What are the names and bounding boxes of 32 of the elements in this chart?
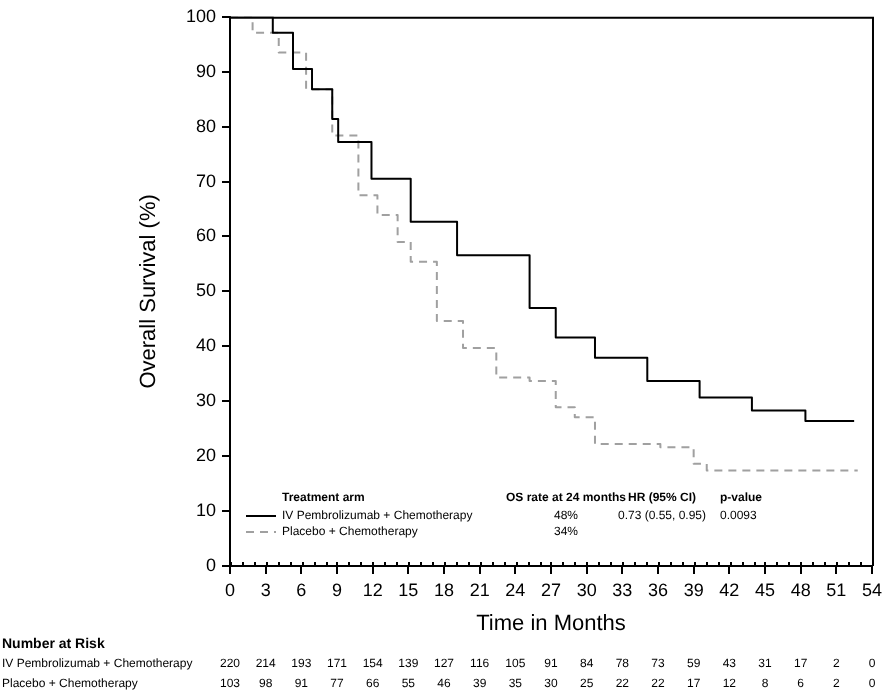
- y-tick-label: 20: [195, 445, 216, 466]
- x-tick-label: 42: [719, 579, 740, 600]
- y-axis-title: Overall Survival (%): [137, 194, 162, 389]
- x-tick-label: 36: [647, 579, 669, 600]
- x-tick-label: 39: [683, 579, 704, 600]
- y-tick-label: 70: [195, 170, 216, 191]
- x-tick-label: 33: [612, 579, 633, 600]
- y-tick-label: 80: [195, 115, 216, 136]
- y-tick-label: 60: [195, 225, 216, 246]
- y-tick-label: 100: [185, 5, 216, 26]
- x-tick-label: 18: [433, 579, 455, 600]
- x-tick-label: 45: [754, 579, 776, 600]
- x-tick-label: 0: [224, 579, 236, 600]
- y-tick-label: 90: [195, 60, 216, 81]
- x-tick-label: 24: [505, 579, 526, 600]
- x-tick-label: 54: [861, 579, 882, 600]
- x-tick-label: 27: [540, 579, 562, 600]
- x-tick-label: 9: [331, 579, 343, 600]
- x-tick-label: 21: [469, 579, 490, 600]
- y-tick-label: 50: [195, 280, 216, 301]
- x-tick-label: 3: [260, 579, 271, 600]
- x-tick-label: 12: [362, 579, 383, 600]
- y-tick-label: 10: [195, 500, 216, 521]
- y-tick-label: 30: [195, 390, 216, 411]
- x-tick-label: 48: [790, 579, 811, 600]
- x-tick-label: 15: [398, 579, 419, 600]
- x-tick-label: 51: [826, 579, 847, 600]
- y-tick-label: 0: [205, 554, 216, 575]
- x-tick-label: 30: [576, 579, 597, 600]
- y-tick-label: 40: [195, 335, 216, 356]
- x-tick-label: 6: [296, 579, 307, 600]
- x-axis-title: Time in Months: [476, 612, 627, 637]
